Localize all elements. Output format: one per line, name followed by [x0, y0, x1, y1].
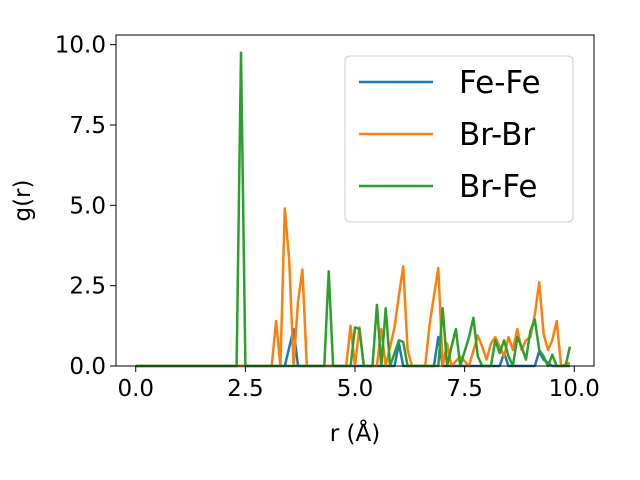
legend: Fe-Fe Br-Br Br-Fe — [344, 55, 574, 223]
y-axis-label: g(r) — [10, 179, 36, 221]
y-tick-label: 5.0 — [69, 193, 106, 219]
axes-layer: 0.0 2.5 5.0 7.5 10.0 0.0 2.5 5.0 7.5 10.0 r (Å) g(r… — [10, 33, 600, 447]
y-tick-label: 0.0 — [69, 354, 106, 380]
legend-label-br-br: Br-Br — [459, 117, 535, 153]
y-tick-label: 10.0 — [55, 33, 106, 59]
x-tick-label: 0.0 — [117, 376, 154, 402]
series-line-br-fe — [135, 51, 572, 368]
y-tick-label: 7.5 — [69, 113, 106, 139]
series-layer — [135, 51, 572, 368]
y-tick-label: 2.5 — [69, 274, 106, 300]
x-tick-label: 2.5 — [227, 376, 264, 402]
legend-label-br-fe: Br-Fe — [459, 169, 537, 205]
legend-box — [344, 55, 574, 223]
legend-label-fe-fe: Fe-Fe — [459, 65, 541, 101]
x-tick-label: 10.0 — [549, 376, 600, 402]
x-tick-label: 5.0 — [337, 376, 374, 402]
x-axis-label: r (Å) — [330, 419, 380, 447]
x-tick-label: 7.5 — [446, 376, 483, 402]
